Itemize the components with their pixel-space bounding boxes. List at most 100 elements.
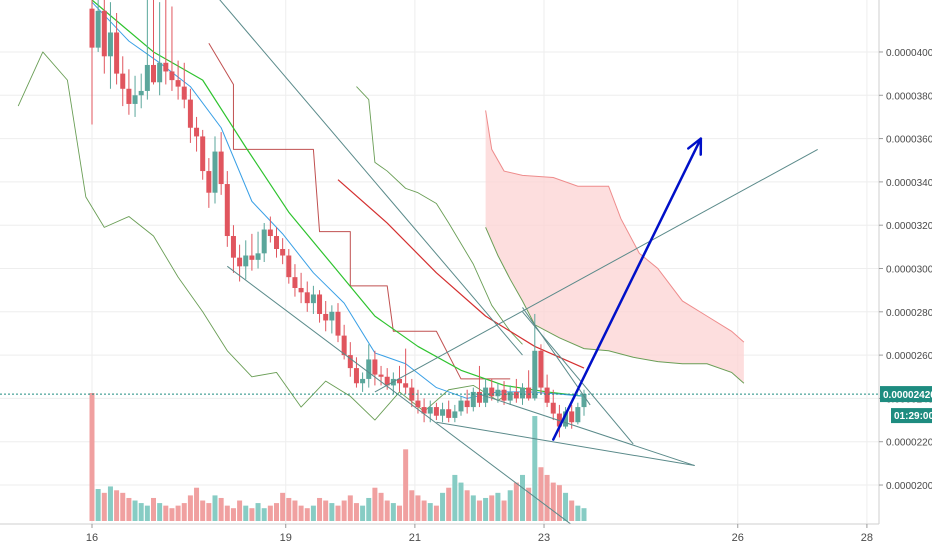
trendline bbox=[479, 393, 695, 467]
projection-arrow-shaft bbox=[552, 137, 703, 441]
candle bbox=[132, 95, 138, 104]
candle bbox=[446, 409, 452, 418]
candle bbox=[218, 151, 224, 185]
trendline bbox=[219, 0, 523, 356]
volume-bar bbox=[538, 467, 544, 521]
candle bbox=[323, 313, 329, 321]
candle bbox=[353, 368, 359, 384]
candle bbox=[569, 411, 575, 423]
candle bbox=[230, 236, 236, 258]
current-price-tag bbox=[880, 386, 932, 403]
volume-bar bbox=[489, 495, 495, 521]
volume-bar bbox=[513, 482, 519, 521]
base-line bbox=[208, 43, 511, 380]
candle bbox=[286, 255, 292, 278]
volume-bar bbox=[384, 500, 390, 521]
volume-bar bbox=[274, 503, 279, 521]
volume-bar bbox=[304, 508, 310, 521]
volume-bar bbox=[556, 485, 562, 521]
candle bbox=[329, 311, 335, 321]
lagging-span-line bbox=[17, 51, 511, 421]
countdown-tag bbox=[891, 408, 932, 424]
volume-bar bbox=[581, 508, 587, 521]
price-axis[interactable]: 0.000020000.000022000.000024000.00002600… bbox=[878, 0, 932, 550]
volume-bar bbox=[144, 505, 150, 521]
volume-bar bbox=[280, 492, 286, 521]
candle bbox=[415, 400, 421, 408]
volume-bar bbox=[261, 508, 267, 521]
volume-bar bbox=[218, 497, 224, 521]
candle bbox=[409, 387, 415, 401]
candle bbox=[157, 62, 163, 83]
candle bbox=[421, 407, 427, 414]
candle bbox=[151, 64, 156, 83]
candle bbox=[544, 387, 550, 403]
volume-bar bbox=[495, 492, 501, 521]
volume-bar bbox=[563, 492, 569, 521]
volume-bar bbox=[544, 474, 550, 521]
volume-bar bbox=[458, 482, 464, 521]
time-tick-label: 19 bbox=[280, 532, 292, 544]
volume-bar bbox=[126, 497, 132, 521]
candle bbox=[470, 391, 476, 408]
candle bbox=[243, 255, 249, 267]
volume-bar bbox=[526, 487, 532, 521]
candle bbox=[581, 394, 587, 408]
candle bbox=[556, 413, 562, 427]
time-axis[interactable]: 161921232628Dec35710 bbox=[0, 523, 932, 550]
candle bbox=[163, 62, 169, 72]
volume-bar bbox=[267, 505, 273, 521]
volume-bar bbox=[476, 500, 482, 521]
volume-bar bbox=[366, 497, 372, 521]
trendline bbox=[436, 421, 695, 467]
candle bbox=[255, 253, 261, 260]
candle bbox=[513, 391, 519, 399]
candle bbox=[101, 10, 107, 57]
volume-bar bbox=[212, 495, 218, 521]
candle bbox=[440, 409, 446, 416]
volume-bar bbox=[114, 490, 120, 521]
volume-bar bbox=[341, 500, 347, 521]
volume-bar bbox=[95, 489, 101, 521]
candle bbox=[280, 249, 286, 256]
candle bbox=[458, 400, 464, 412]
candle bbox=[335, 311, 341, 336]
time-tick-label: 21 bbox=[409, 532, 421, 544]
volume-bar bbox=[440, 492, 446, 521]
volume-bar bbox=[483, 497, 489, 521]
volume-bar bbox=[403, 449, 409, 521]
volume-bar bbox=[378, 492, 384, 521]
volume-bar bbox=[335, 505, 341, 521]
candle bbox=[341, 335, 347, 356]
volume-bar bbox=[237, 500, 243, 521]
cloud-upper-edge bbox=[485, 110, 745, 343]
candle bbox=[507, 391, 513, 401]
candle bbox=[538, 350, 544, 388]
candle bbox=[120, 73, 126, 89]
candle bbox=[563, 411, 569, 427]
candle bbox=[360, 378, 366, 384]
candles bbox=[89, 0, 587, 438]
trendline bbox=[226, 265, 603, 549]
candle bbox=[550, 402, 556, 414]
span-b-line bbox=[356, 86, 523, 345]
volume-bar bbox=[409, 490, 415, 521]
volume-bar bbox=[520, 474, 525, 521]
volume-bar bbox=[310, 505, 316, 521]
current-price-label: 0.00002420 bbox=[883, 390, 932, 401]
volume-bar bbox=[470, 495, 476, 521]
candle bbox=[292, 277, 298, 288]
candle bbox=[114, 32, 120, 74]
candle bbox=[267, 229, 273, 237]
candle bbox=[274, 236, 279, 250]
volume-bar bbox=[360, 505, 366, 521]
candle bbox=[501, 389, 507, 401]
candle bbox=[181, 86, 187, 100]
